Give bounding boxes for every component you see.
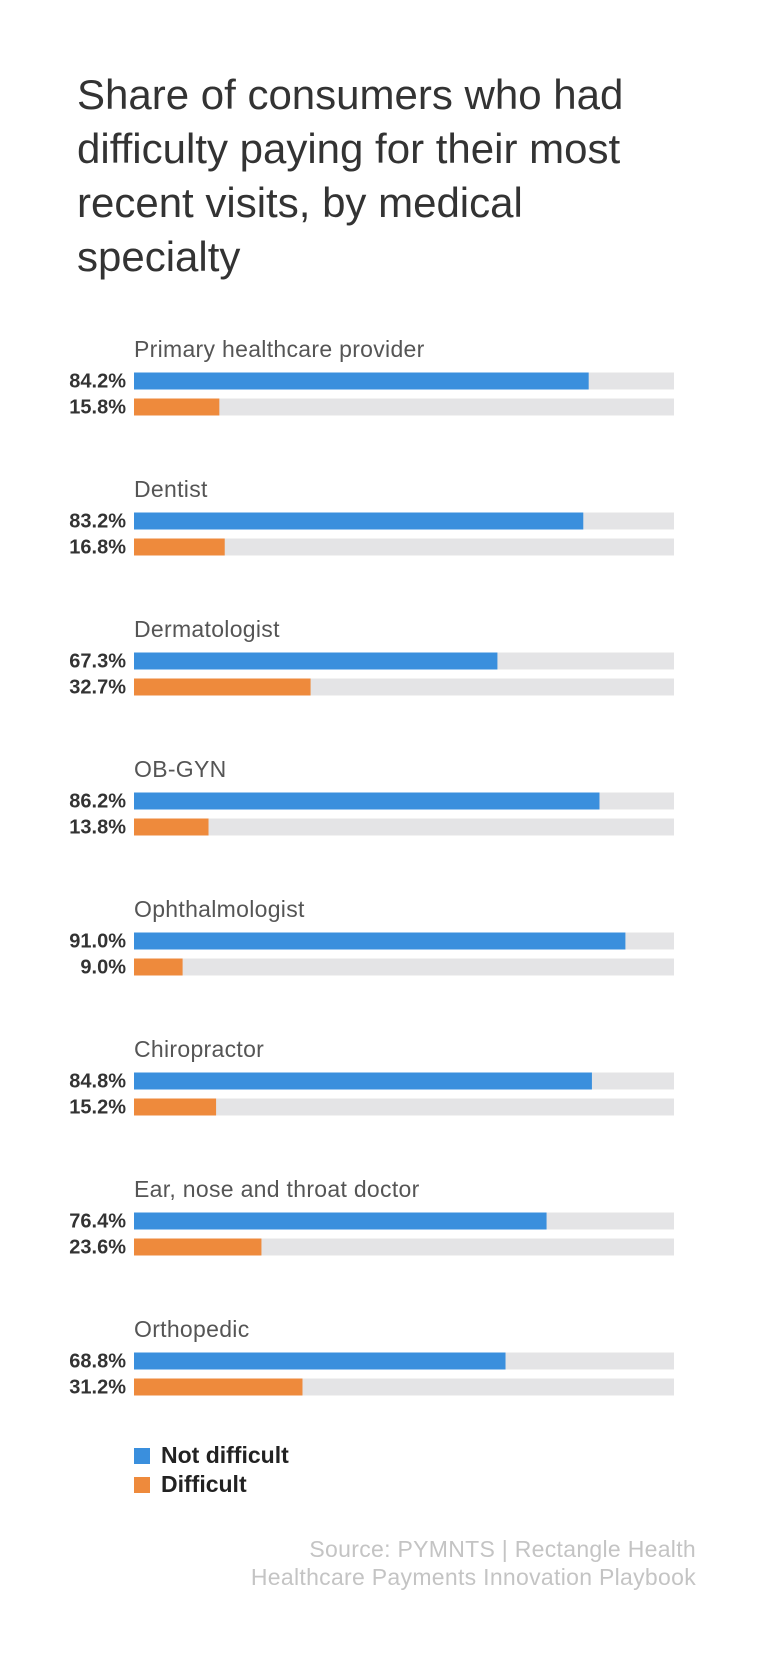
bar — [134, 1098, 217, 1116]
bar — [134, 652, 498, 670]
bar — [134, 372, 589, 390]
bar-track — [134, 538, 674, 556]
bar-track — [134, 958, 674, 976]
bar — [134, 512, 584, 530]
bar — [134, 792, 600, 810]
value-label: 91.0% — [69, 930, 126, 952]
value-label: 86.2% — [69, 790, 126, 812]
value-label: 76.4% — [69, 1210, 126, 1232]
value-label: 15.2% — [69, 1096, 126, 1118]
legend-label: Not difficult — [161, 1442, 289, 1468]
legend-swatch — [134, 1477, 150, 1493]
category-label: Primary healthcare provider — [134, 336, 425, 362]
value-label: 67.3% — [69, 650, 126, 672]
bar — [134, 958, 183, 976]
bar-track — [134, 1238, 674, 1256]
category-label: Dermatologist — [134, 616, 280, 642]
value-label: 23.6% — [69, 1236, 126, 1258]
source: Source: PYMNTS | Rectangle Health — [309, 1536, 696, 1562]
bar — [134, 1072, 592, 1090]
bar-track — [134, 818, 674, 836]
value-label: 15.8% — [69, 396, 126, 418]
bar — [134, 538, 225, 556]
bar — [134, 678, 311, 696]
category-label: Ophthalmologist — [134, 896, 305, 922]
value-label: 83.2% — [69, 510, 126, 532]
value-label: 68.8% — [69, 1350, 126, 1372]
bar — [134, 398, 220, 416]
value-label: 31.2% — [69, 1376, 126, 1398]
bar — [134, 932, 626, 950]
bar — [134, 818, 209, 836]
category-label: Orthopedic — [134, 1316, 250, 1342]
bar-track — [134, 1098, 674, 1116]
bar — [134, 1238, 262, 1256]
category-label: Chiropractor — [134, 1036, 264, 1062]
source: Healthcare Payments Innovation Playbook — [251, 1564, 696, 1590]
legend-label: Difficult — [161, 1471, 247, 1497]
bar — [134, 1352, 506, 1370]
category-label: OB-GYN — [134, 756, 227, 782]
category-label: Dentist — [134, 476, 208, 502]
bar — [134, 1212, 547, 1230]
value-label: 84.2% — [69, 370, 126, 392]
category-label: Ear, nose and throat doctor — [134, 1176, 420, 1202]
legend-swatch — [134, 1448, 150, 1464]
value-label: 16.8% — [69, 536, 126, 558]
value-label: 9.0% — [80, 956, 126, 978]
value-label: 13.8% — [69, 816, 126, 838]
bar-track — [134, 398, 674, 416]
value-label: 32.7% — [69, 676, 126, 698]
chart-title: Share of consumers who had difficulty pa… — [77, 71, 624, 280]
value-label: 84.8% — [69, 1070, 126, 1092]
bar — [134, 1378, 303, 1396]
